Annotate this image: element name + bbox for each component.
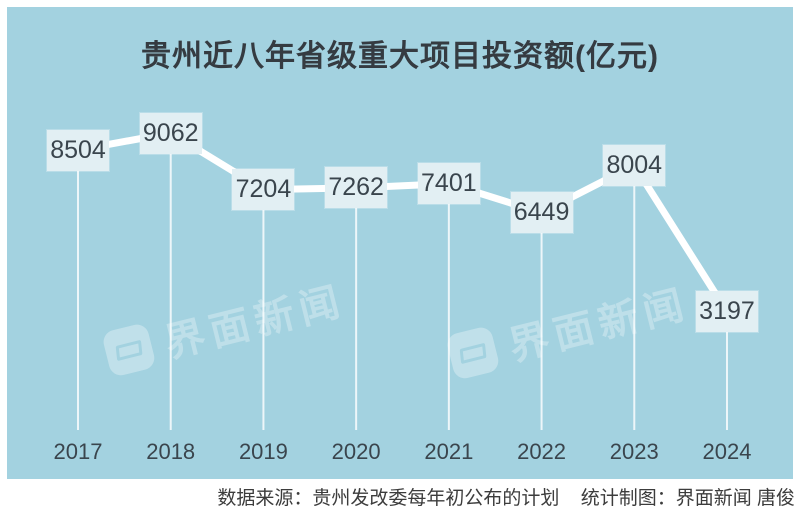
- line-chart: [74, 129, 731, 430]
- jiemian-logo-glyph: [459, 342, 487, 364]
- jiemian-logo-icon: [101, 322, 157, 378]
- chart-title: 贵州近八年省级重大项目投资额(亿元): [141, 40, 659, 73]
- chart-panel: 贵州近八年省级重大项目投资额(亿元) 8504 9062 7204 7262 7401 6…: [7, 7, 793, 479]
- data-source-text: 数据来源：贵州发改委每年初公布的计划: [217, 488, 560, 509]
- jiemian-logo-icon: [445, 325, 501, 381]
- credit-text: 统计制图：界面新闻 唐俊: [580, 488, 795, 509]
- source-note: 数据来源：贵州发改委每年初公布的计划 统计制图：界面新闻 唐俊: [217, 483, 795, 510]
- jiemian-logo-glyph: [115, 339, 143, 361]
